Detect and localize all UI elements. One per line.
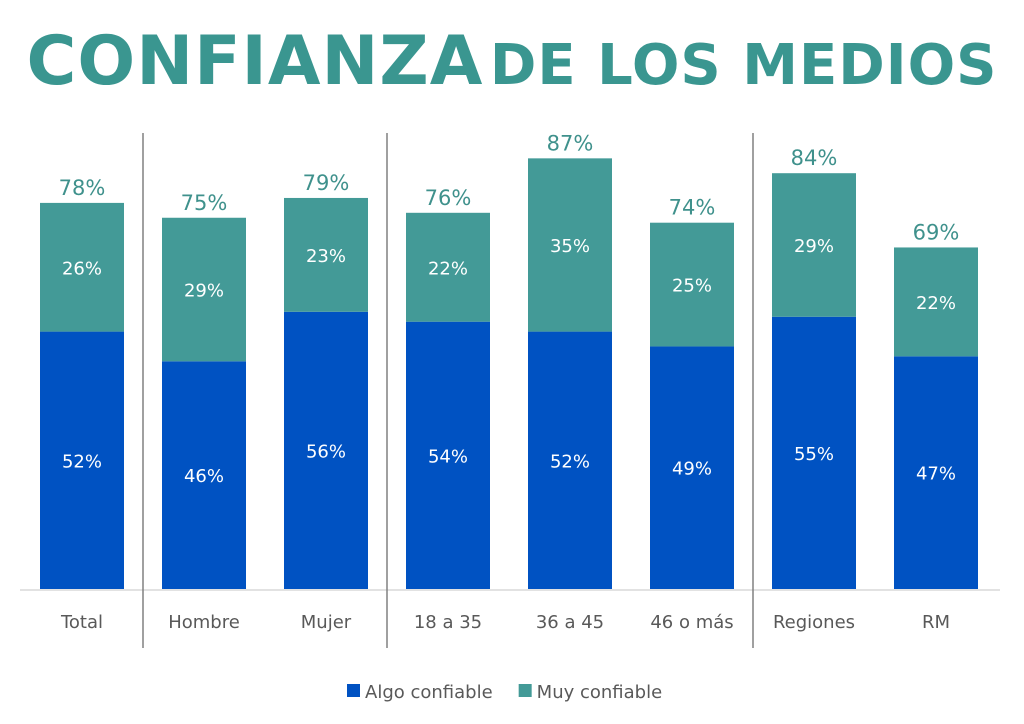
bar-segment-muy-confiable: [772, 173, 856, 317]
total-label: 84%: [791, 146, 838, 170]
data-label: 29%: [794, 236, 834, 257]
data-label: 56%: [306, 441, 346, 462]
total-label: 75%: [181, 191, 228, 215]
total-label: 76%: [425, 186, 472, 210]
data-label: 29%: [184, 281, 224, 302]
category-label: Total: [60, 612, 103, 633]
bar-segment-algo-confiable: [162, 361, 246, 589]
legend-label: Algo confiable: [365, 682, 493, 703]
total-label: 69%: [913, 220, 960, 244]
data-label: 25%: [672, 276, 712, 297]
bar-segment-muy-confiable: [650, 222, 734, 347]
category-label: 46 o más: [650, 612, 733, 633]
legend-swatch-muy-confiable: [518, 684, 532, 697]
data-label: 26%: [62, 258, 102, 279]
title-part-1: CONFIANZA: [26, 22, 484, 101]
category-label: Regiones: [773, 612, 855, 633]
data-label: 46%: [184, 466, 224, 487]
data-label: 22%: [916, 293, 956, 314]
data-label: 55%: [794, 444, 834, 465]
bar-segment-algo-confiable: [284, 311, 368, 589]
total-label: 87%: [547, 131, 594, 155]
bar-segment-muy-confiable: [406, 212, 490, 322]
bar-segment-algo-confiable: [40, 331, 124, 589]
bar-segment-algo-confiable: [772, 316, 856, 589]
legend-label: Muy confiable: [537, 682, 663, 703]
bar-segment-muy-confiable: [894, 247, 978, 357]
total-label: 74%: [669, 196, 716, 220]
bar-segment-muy-confiable: [284, 197, 368, 312]
category-label: 36 a 45: [536, 612, 604, 633]
data-label: 49%: [672, 459, 712, 480]
category-label: RM: [922, 612, 950, 633]
bar-segment-muy-confiable: [162, 217, 246, 362]
data-label: 23%: [306, 246, 346, 267]
bar-segment-algo-confiable: [406, 321, 490, 589]
bar-segment-algo-confiable: [894, 356, 978, 589]
chart-title: CONFIANZA DE LOS MEDIOS: [0, 22, 1024, 101]
category-label: Hombre: [168, 612, 240, 633]
data-label: 54%: [428, 446, 468, 467]
bar-segment-muy-confiable: [528, 158, 612, 332]
data-label: 47%: [916, 464, 956, 485]
total-label: 78%: [59, 176, 106, 200]
bar-segment-muy-confiable: [40, 202, 124, 332]
data-label: 35%: [550, 236, 590, 257]
title-part-2: DE LOS MEDIOS: [489, 33, 998, 98]
legend-swatch-algo-confiable: [347, 684, 360, 697]
total-label: 79%: [303, 171, 350, 195]
data-label: 22%: [428, 258, 468, 279]
data-label: 52%: [550, 451, 590, 472]
bar-segment-algo-confiable: [528, 331, 612, 589]
category-label: 18 a 35: [414, 612, 482, 633]
bar-segment-algo-confiable: [650, 346, 734, 589]
data-label: 52%: [62, 451, 102, 472]
category-label: Mujer: [301, 612, 352, 633]
